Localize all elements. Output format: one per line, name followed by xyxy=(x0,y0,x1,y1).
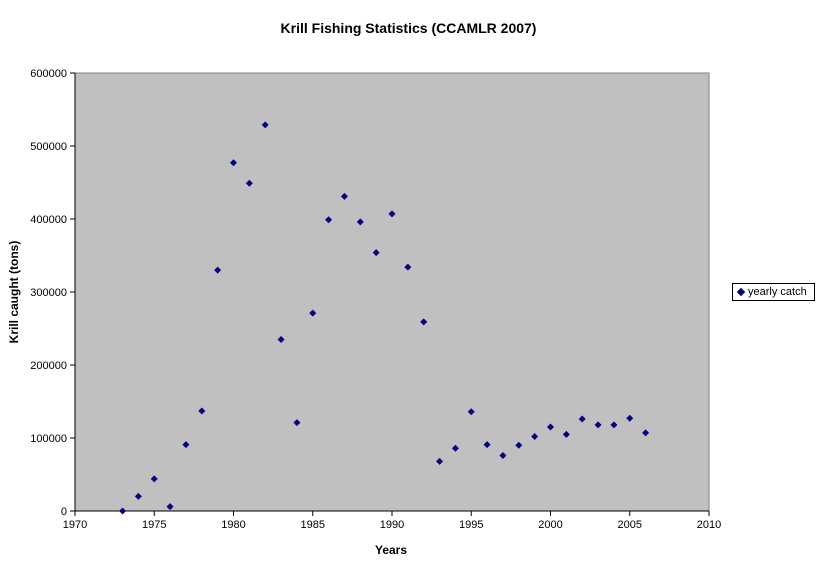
data-point xyxy=(214,266,222,274)
data-point xyxy=(626,414,634,422)
data-point xyxy=(293,419,301,427)
x-tick-label: 1980 xyxy=(221,519,245,531)
data-point xyxy=(245,179,253,187)
data-point xyxy=(578,415,586,423)
x-tick-label: 2010 xyxy=(697,519,721,531)
data-point xyxy=(182,441,190,449)
data-point xyxy=(261,121,269,129)
x-axis-label: Years xyxy=(374,543,408,557)
y-tick-label: 200000 xyxy=(30,360,67,372)
data-point xyxy=(198,407,206,415)
data-point xyxy=(404,263,412,271)
y-tick-label: 0 xyxy=(61,506,67,518)
data-point xyxy=(436,457,444,465)
data-point xyxy=(642,429,650,437)
data-point xyxy=(277,335,285,343)
legend: yearly catch xyxy=(732,283,815,301)
data-point xyxy=(119,507,127,515)
y-tick-label: 100000 xyxy=(30,433,67,445)
data-point xyxy=(134,492,142,500)
data-point xyxy=(547,423,554,431)
y-tick-label: 500000 xyxy=(30,141,67,153)
y-tick-label: 400000 xyxy=(30,214,67,226)
y-tick-label: 600000 xyxy=(30,68,67,80)
data-point xyxy=(515,441,523,449)
data-point xyxy=(325,216,333,224)
data-point xyxy=(309,309,317,317)
data-point xyxy=(230,159,237,167)
legend-marker-icon xyxy=(736,287,746,297)
data-points xyxy=(119,121,650,515)
x-tick-label: 2005 xyxy=(618,519,642,531)
data-point xyxy=(150,475,158,483)
plot-area xyxy=(74,72,710,512)
x-tick-label: 2000 xyxy=(538,519,562,531)
data-point xyxy=(499,452,507,460)
data-point xyxy=(372,249,380,257)
legend-label: yearly catch xyxy=(748,286,807,298)
data-point xyxy=(420,318,428,326)
chart-title: Krill Fishing Statistics (CCAMLR 2007) xyxy=(280,20,537,36)
data-point xyxy=(594,421,602,429)
data-point xyxy=(356,218,364,226)
x-tick-label: 1975 xyxy=(142,519,166,531)
data-point xyxy=(451,444,459,452)
axes: 1970 1975 1980 1985 1990 1995 2000 2005 2010 0 100… xyxy=(30,68,721,531)
data-point xyxy=(467,408,475,416)
x-tick-label: 1985 xyxy=(301,519,325,531)
data-point xyxy=(388,210,396,218)
data-point xyxy=(562,430,570,438)
y-tick-label: 300000 xyxy=(30,287,67,299)
data-point xyxy=(531,433,539,441)
data-point xyxy=(483,441,491,449)
data-point xyxy=(166,503,174,511)
x-tick-label: 1995 xyxy=(459,519,483,531)
x-tick-label: 1970 xyxy=(63,519,87,531)
x-tick-label: 1990 xyxy=(380,519,404,531)
data-point xyxy=(340,192,348,200)
data-point xyxy=(610,421,618,429)
